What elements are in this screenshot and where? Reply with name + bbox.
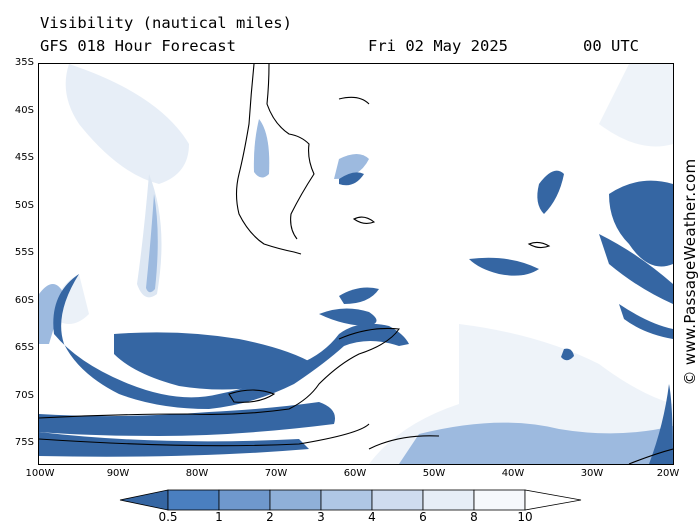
- lon-label-50w: 50W: [422, 468, 446, 479]
- colorbar-cell: [473, 489, 526, 511]
- lat-label-50s: 50S: [14, 200, 34, 211]
- colorbar: [119, 489, 582, 511]
- lat-label-60s: 60S: [14, 295, 34, 306]
- map-title: Visibility (nautical miles): [40, 14, 292, 32]
- colorbar-tick-label: 0.5: [158, 510, 178, 524]
- lon-label-20w: 20W: [656, 468, 680, 479]
- visibility-low-layer: [39, 170, 673, 464]
- colorbar-extend-high: [524, 489, 582, 511]
- forecast-label: GFS 018 Hour Forecast: [40, 37, 236, 55]
- colorbar-tick-label: 6: [419, 510, 427, 524]
- colorbar-tick-label: 1: [215, 510, 223, 524]
- coastlines: [39, 64, 673, 464]
- forecast-time: 00 UTC: [583, 37, 639, 55]
- visibility-light-layer: [49, 64, 673, 464]
- colorbar-cell: [218, 489, 271, 511]
- lat-label-45s: 45S: [14, 152, 34, 163]
- map-area: [38, 63, 674, 465]
- lat-label-70s: 70S: [14, 390, 34, 401]
- colorbar-tick-label: 2: [266, 510, 274, 524]
- visibility-moderate-layer: [39, 119, 673, 464]
- lat-label-55s: 55S: [14, 247, 34, 258]
- lat-label-65s: 65S: [14, 342, 34, 353]
- lon-label-30w: 30W: [580, 468, 604, 479]
- lon-label-70w: 70W: [264, 468, 288, 479]
- colorbar-cell: [320, 489, 373, 511]
- forecast-date: Fri 02 May 2025: [368, 37, 508, 55]
- lat-label-40s: 40S: [14, 105, 34, 116]
- visibility-map: [39, 64, 673, 464]
- colorbar-extend-low: [119, 489, 169, 511]
- lon-label-90w: 90W: [106, 468, 130, 479]
- lat-label-35s: 35S: [14, 57, 34, 68]
- colorbar-tick-label: 8: [470, 510, 478, 524]
- colorbar-cell: [167, 489, 220, 511]
- watermark-text: © www.PassageWeather.com: [681, 158, 699, 386]
- lon-label-40w: 40W: [501, 468, 525, 479]
- lon-label-100w: 100W: [25, 468, 55, 479]
- lat-label-75s: 75S: [14, 437, 34, 448]
- colorbar-tick-label: 10: [517, 510, 533, 524]
- colorbar-tick-label: 4: [368, 510, 376, 524]
- colorbar-tick-label: 3: [317, 510, 325, 524]
- lon-label-60w: 60W: [343, 468, 367, 479]
- colorbar-cell: [269, 489, 322, 511]
- colorbar-cell: [422, 489, 475, 511]
- lon-label-80w: 80W: [185, 468, 209, 479]
- colorbar-cell: [371, 489, 424, 511]
